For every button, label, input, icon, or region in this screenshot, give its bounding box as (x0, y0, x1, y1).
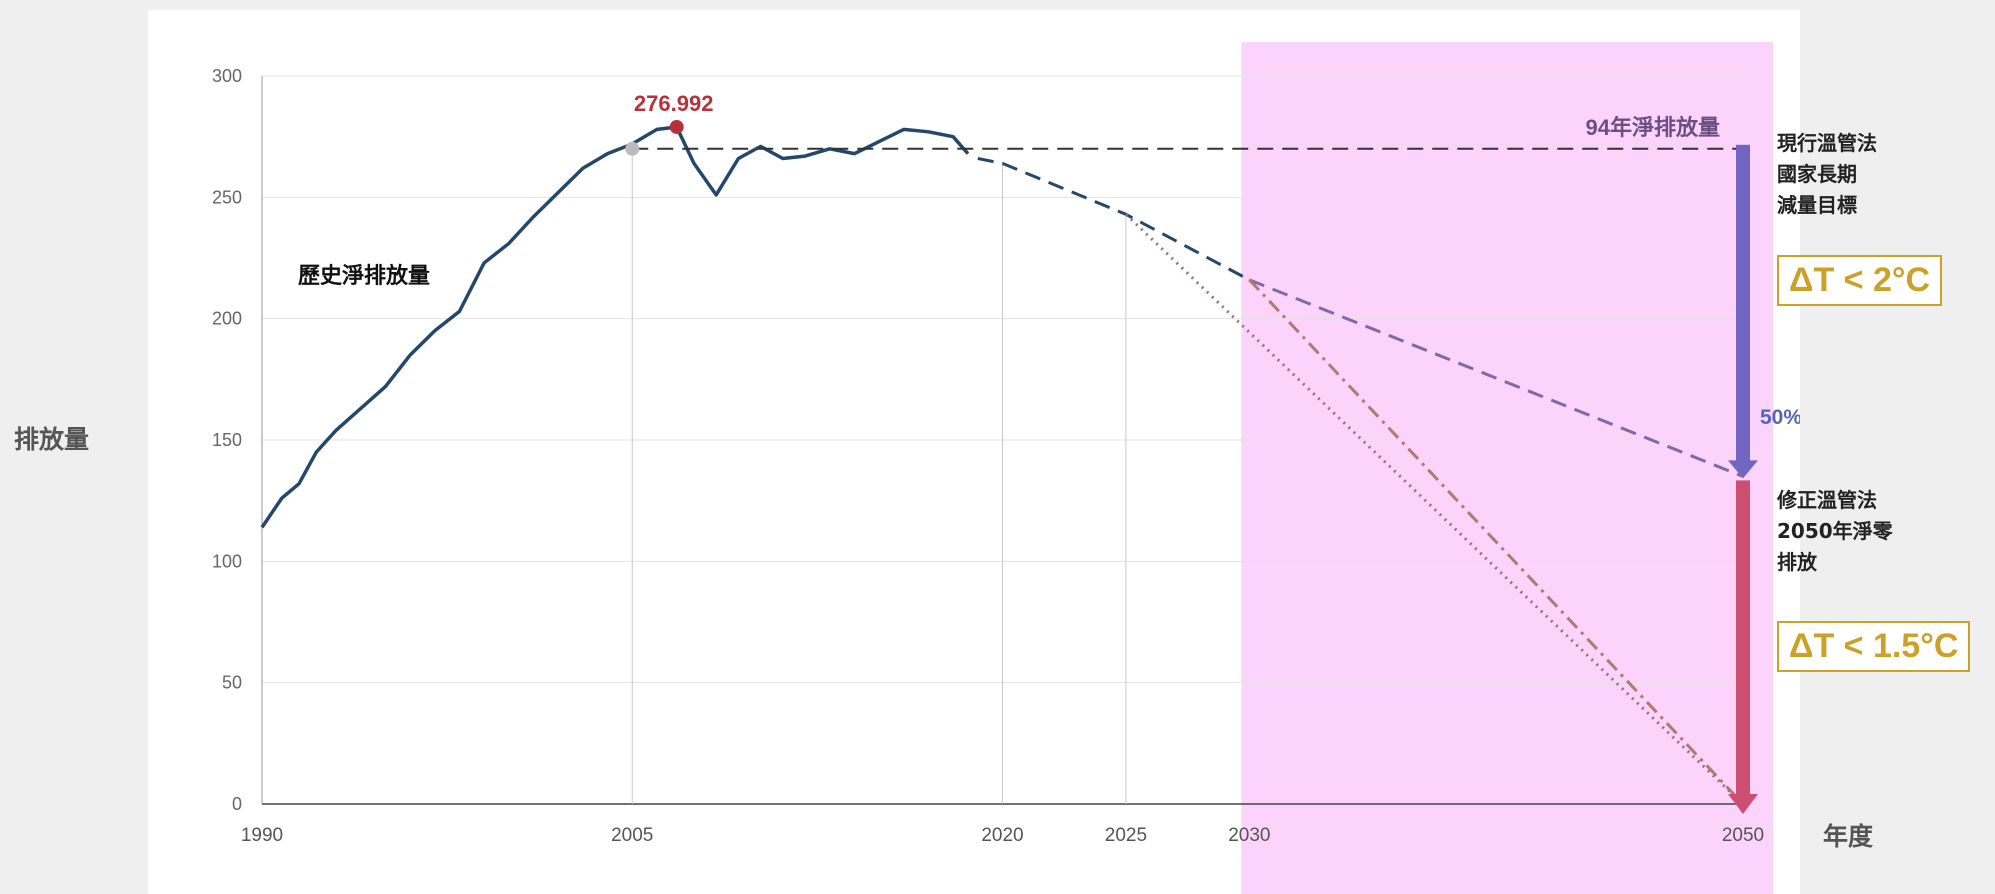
x-tick-label: 2020 (981, 825, 1023, 846)
current-law-label: 現行溫管法 國家長期 減量目標 (1777, 128, 1877, 221)
x-tick-label: 2025 (1105, 825, 1147, 846)
y-tick-label: 100 (212, 551, 242, 571)
y-tick-label: 250 (212, 187, 242, 207)
series-line-solid (260, 125, 970, 529)
arrow-upper-head (1728, 460, 1758, 479)
series-layer (260, 125, 1745, 806)
chart-card: 0 50 100 150 200 250 300 1990 2005 2020 2025 2030 20… (148, 10, 1800, 894)
x-tick-label: 2050 (1722, 825, 1764, 846)
current-law-line-1: 現行溫管法 (1777, 131, 1877, 155)
base-year-point (625, 141, 640, 156)
y-tick-label: 0 (232, 794, 242, 814)
arrow-upper-shaft (1736, 144, 1750, 463)
y-axis-title: 排放量 (14, 425, 90, 454)
tick-layer: 0 50 100 150 200 250 300 1990 2005 2020 2025 2030 20… (212, 66, 1764, 846)
peak-value-label: 276.992 (634, 91, 714, 116)
series-line-dashed (977, 157, 1251, 282)
current-law-line-2: 國家長期 (1777, 162, 1857, 186)
y-tick-label: 150 (212, 430, 242, 450)
current-law-temp-box: ΔT < 2°C (1777, 255, 1943, 306)
history-series-label: 歷史淨排放量 (298, 263, 430, 288)
percent-label: 50% (1760, 406, 1800, 429)
arrow-lower-shaft (1736, 480, 1750, 796)
highlight-band-2030-2050 (1241, 42, 1773, 894)
y-tick-label: 200 (212, 309, 242, 329)
amended-law-line-2: 2050年淨零 (1777, 519, 1893, 543)
x-tick-label: 2005 (611, 825, 653, 846)
chart-canvas: 0 50 100 150 200 250 300 1990 2005 2020 2025 2030 20… (212, 42, 1800, 894)
amended-law-label: 修正溫管法 2050年淨零 排放 (1777, 485, 1893, 578)
amended-law-line-3: 排放 (1777, 550, 1817, 574)
x-axis-title: 年度 (1823, 822, 1874, 851)
year-guide-lines (631, 148, 1127, 804)
baseline-label: 94年淨排放量 (1586, 115, 1720, 140)
peak-point (669, 119, 684, 134)
series-line-dashdot (1248, 278, 1745, 806)
marker-layer (625, 119, 684, 156)
amended-law-temp-box: ΔT < 1.5°C (1777, 621, 1971, 672)
current-law-line-3: 減量目標 (1777, 193, 1857, 217)
amended-law-line-1: 修正溫管法 (1777, 488, 1877, 512)
y-tick-label: 50 (222, 673, 242, 693)
arrow-lower-head (1728, 794, 1758, 814)
x-tick-label: 2030 (1228, 825, 1270, 846)
x-tick-label: 1990 (241, 825, 283, 846)
series-line-dashed (1248, 278, 1744, 478)
y-tick-label: 300 (212, 66, 242, 86)
